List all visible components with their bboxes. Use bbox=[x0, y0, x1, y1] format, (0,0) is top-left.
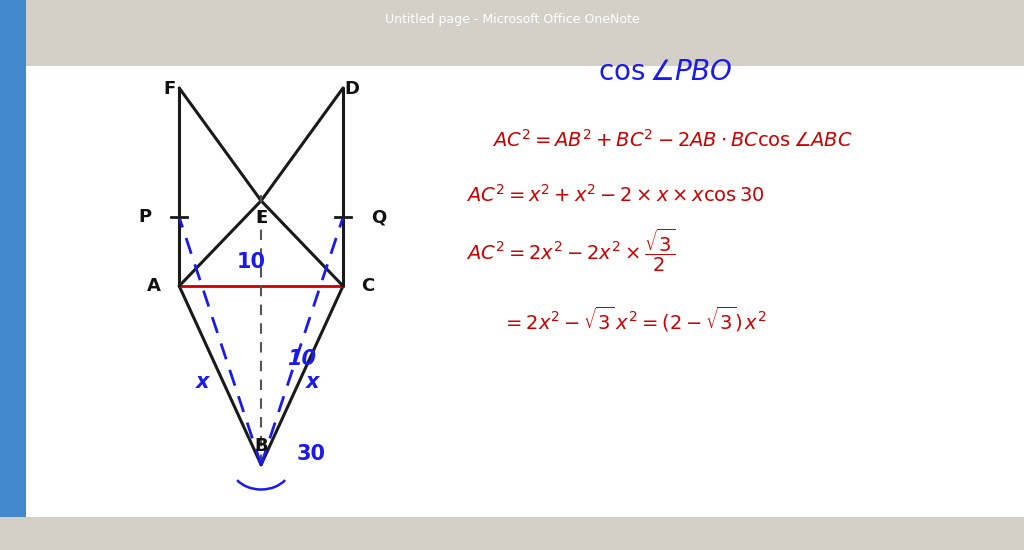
Text: $= 2x^2 - \sqrt{3}\,x^2 = (2 - \sqrt{3})\,x^2$: $= 2x^2 - \sqrt{3}\,x^2 = (2 - \sqrt{3})… bbox=[502, 304, 766, 334]
Text: $\cos\angle PBO$: $\cos\angle PBO$ bbox=[598, 58, 733, 85]
Text: E: E bbox=[255, 209, 267, 227]
Bar bbox=[0, 517, 1024, 550]
Text: Q: Q bbox=[371, 208, 386, 226]
Text: P: P bbox=[138, 208, 152, 226]
Text: C: C bbox=[361, 277, 375, 295]
Text: $AC^2 = x^2 + x^2 - 2 \times x \times x\cos 30$: $AC^2 = x^2 + x^2 - 2 \times x \times x\… bbox=[466, 184, 764, 206]
Text: F: F bbox=[164, 80, 176, 98]
Bar bbox=[0, 0, 1024, 66]
Text: Untitled page - Microsoft Office OneNote: Untitled page - Microsoft Office OneNote bbox=[385, 13, 639, 26]
Bar bbox=[0, 0, 26, 550]
Text: 30: 30 bbox=[297, 444, 326, 464]
Text: 10: 10 bbox=[287, 349, 315, 369]
Text: $AC^2 = 2x^2 - 2x^2 \times \dfrac{\sqrt{3}}{2}$: $AC^2 = 2x^2 - 2x^2 \times \dfrac{\sqrt{… bbox=[466, 227, 675, 274]
Text: $AC^2 = AB^2 + BC^2 - 2AB \cdot BC\cos\angle ABC$: $AC^2 = AB^2 + BC^2 - 2AB \cdot BC\cos\a… bbox=[492, 129, 852, 151]
Text: 10: 10 bbox=[237, 252, 265, 272]
Text: B: B bbox=[254, 437, 268, 455]
Text: A: A bbox=[146, 277, 161, 295]
Text: x: x bbox=[196, 372, 210, 392]
Text: D: D bbox=[345, 80, 359, 98]
Text: x: x bbox=[305, 372, 319, 392]
